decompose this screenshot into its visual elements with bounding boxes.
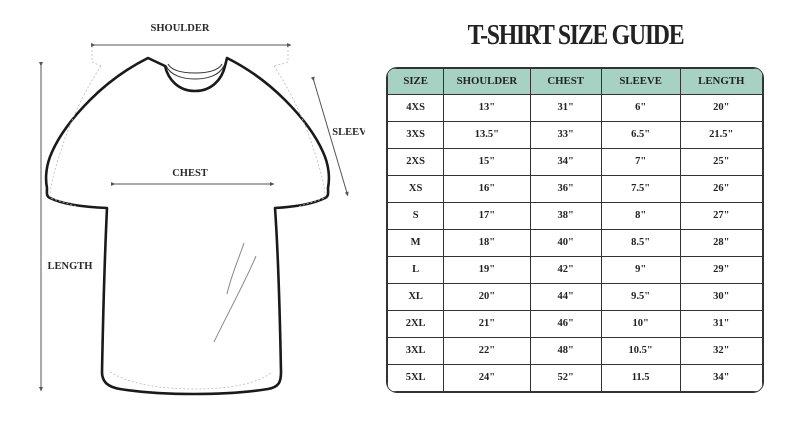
svg-text:SLEEVE: SLEEVE <box>332 127 365 138</box>
svg-text:CHEST: CHEST <box>172 168 208 179</box>
svg-text:LENGTH: LENGTH <box>48 261 93 272</box>
svg-text:SHOULDER: SHOULDER <box>151 23 210 34</box>
